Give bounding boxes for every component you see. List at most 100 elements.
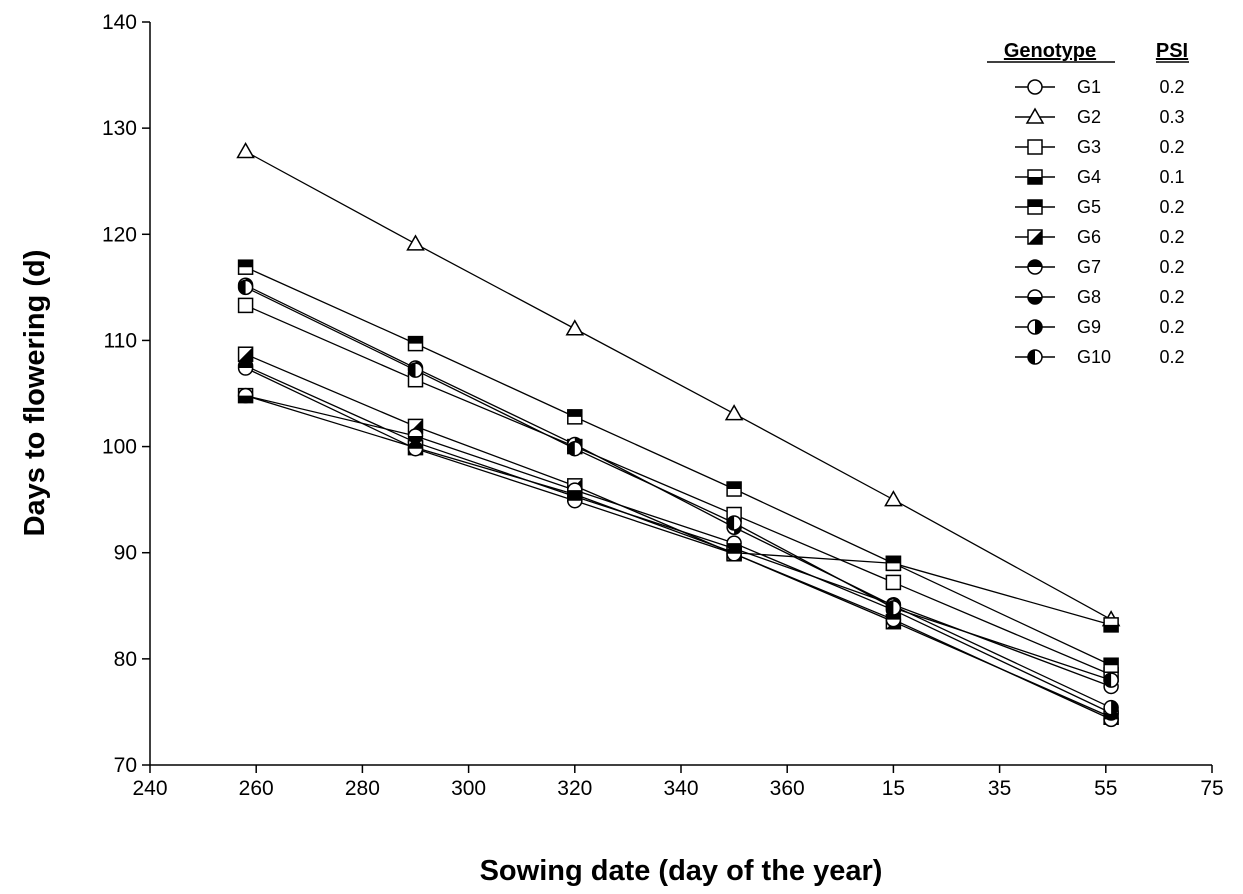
y-axis-title: Days to flowering (d): [19, 250, 51, 537]
legend-marker: [1027, 169, 1043, 185]
series-line: [245, 353, 1112, 718]
legend-marker: [1027, 79, 1043, 95]
x-tick-label: 320: [557, 777, 592, 800]
data-point: [885, 555, 902, 572]
legend-psi-value: 0.2: [1159, 287, 1184, 307]
legend-label: G7: [1077, 257, 1101, 277]
series-g5: [237, 259, 1119, 673]
data-point: [237, 346, 254, 362]
legend-marker: [1027, 319, 1043, 335]
series-line: [245, 394, 1112, 714]
series-line: [245, 286, 1112, 681]
legend-header-psi: PSI: [1156, 40, 1188, 62]
data-point: [237, 360, 254, 376]
legend-psi-value: 0.1: [1159, 167, 1184, 187]
x-tick-label: 75: [1200, 777, 1223, 800]
x-tick-label: 260: [239, 777, 274, 800]
series-layer: [236, 141, 1121, 728]
data-point: [236, 141, 255, 159]
y-tick-label: 80: [114, 648, 137, 671]
legend-marker: [1027, 229, 1043, 245]
data-point: [1103, 672, 1119, 688]
x-tick-label: 55: [1094, 777, 1117, 800]
x-tick-label: 280: [345, 777, 380, 800]
legend-label: G6: [1077, 227, 1101, 247]
legend-psi-value: 0.2: [1159, 77, 1184, 97]
legend-psi-value: 0.2: [1159, 317, 1184, 337]
x-axis: 240 260 280 300 320 340 360 15 35 55 75: [132, 765, 1224, 800]
series-g8: [237, 387, 1119, 721]
x-tick-label: 300: [451, 777, 486, 800]
x-tick-label: 360: [770, 777, 805, 800]
legend-psi-value: 0.2: [1159, 257, 1184, 277]
series-g2: [236, 141, 1121, 627]
series-line: [245, 304, 1112, 676]
legend-psi-value: 0.2: [1159, 137, 1184, 157]
legend-item: G3 0.2: [1015, 137, 1185, 157]
data-point: [237, 297, 254, 314]
legend-item: G6 0.2: [1015, 227, 1185, 247]
legend-item: G7 0.2: [1015, 257, 1185, 277]
legend-psi-value: 0.2: [1159, 347, 1184, 367]
data-point: [407, 335, 424, 352]
series-g7: [237, 360, 1119, 728]
legend-label: G3: [1077, 137, 1101, 157]
legend-item: G4 0.1: [1015, 167, 1185, 187]
series-g3: [237, 297, 1119, 683]
y-tick-label: 70: [114, 754, 137, 777]
legend-psi-value: 0.2: [1159, 227, 1184, 247]
series-line: [245, 365, 1112, 688]
legend-label: G9: [1077, 317, 1101, 337]
legend-marker: [1025, 107, 1045, 124]
data-point: [567, 409, 583, 425]
data-point: [237, 387, 254, 404]
data-point: [885, 574, 902, 591]
y-tick-label: 90: [114, 542, 137, 565]
legend-item: G8 0.2: [1015, 287, 1185, 307]
legend-marker: [1027, 289, 1043, 305]
data-point: [724, 404, 744, 421]
data-point: [407, 440, 424, 457]
legend-label: G4: [1077, 167, 1101, 187]
x-tick-label: 340: [663, 777, 698, 800]
data-point: [407, 362, 424, 378]
y-tick-label: 130: [102, 117, 137, 140]
data-point: [885, 600, 902, 616]
data-point: [1103, 657, 1119, 673]
series-line: [245, 150, 1112, 621]
y-tick-label: 120: [102, 223, 137, 246]
series-g1: [237, 358, 1119, 695]
legend-item: G9 0.2: [1015, 317, 1185, 337]
legend-psi-value: 0.2: [1159, 197, 1184, 217]
y-tick-label: 110: [104, 329, 137, 352]
data-point: [237, 279, 254, 296]
legend-label: G1: [1077, 77, 1101, 97]
x-tick-label: 15: [882, 777, 905, 800]
data-point: [406, 234, 425, 251]
legend-psi-value: 0.3: [1159, 107, 1184, 127]
data-point: [1103, 699, 1119, 716]
data-point: [884, 490, 903, 507]
legend: Genotype PSI G1 0.2 G2 0.3 G3 0.2 G4 0.1 G5 0.2 G6 0.…: [987, 40, 1189, 367]
legend-label: G2: [1077, 107, 1101, 127]
plot-area: [149, 22, 1212, 766]
data-point: [1103, 617, 1119, 633]
series-line: [245, 266, 1112, 666]
y-tick-label: 100: [102, 436, 137, 459]
data-point: [726, 535, 742, 551]
legend-marker: [1027, 139, 1043, 155]
y-tick-label: 140: [102, 11, 137, 34]
legend-marker: [1027, 259, 1043, 275]
y-axis: 70 80 90 100 110 120 130 140: [102, 11, 150, 777]
legend-item: G10 0.2: [1015, 347, 1185, 367]
data-point: [565, 319, 585, 336]
legend-item: G2 0.3: [1015, 107, 1185, 127]
legend-marker: [1027, 349, 1043, 365]
series-line: [245, 367, 1112, 720]
x-tick-label: 240: [132, 777, 167, 800]
data-point: [567, 440, 583, 457]
series-g10: [237, 279, 1119, 688]
series-line: [245, 395, 1112, 626]
data-point: [407, 428, 424, 444]
